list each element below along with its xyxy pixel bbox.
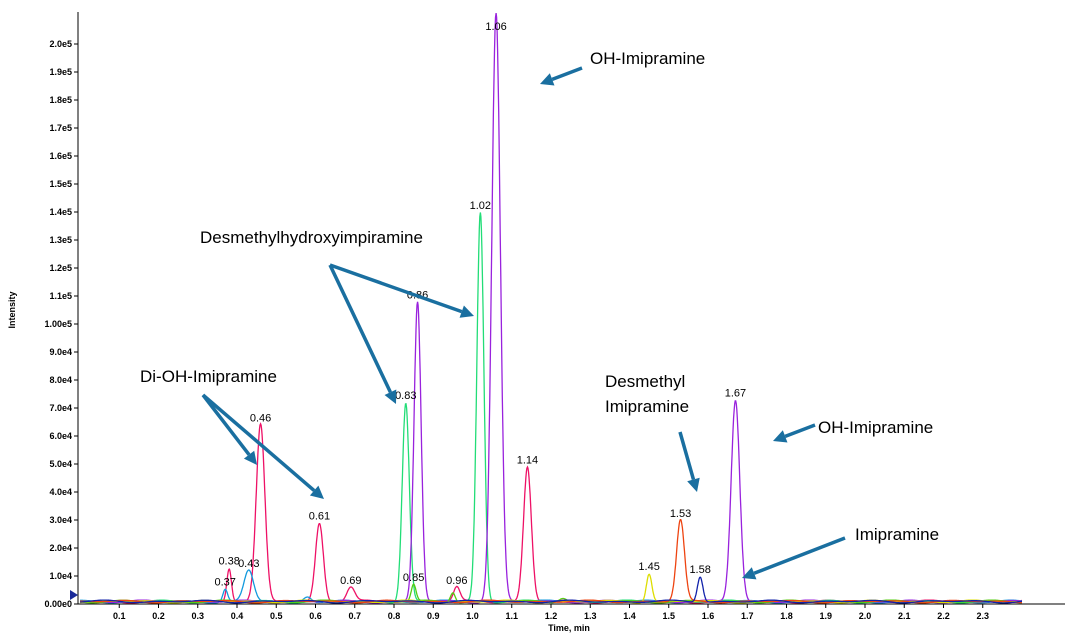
x-tick-label: 2.1: [898, 611, 911, 621]
peak-label-0.43: 0.43: [238, 558, 259, 570]
y-tick-label: 2.0e4: [49, 543, 72, 553]
annotation-arrows: [201, 66, 846, 580]
peak-label-0.37: 0.37: [215, 576, 236, 588]
x-tick-label: 0.6: [309, 611, 322, 621]
y-tick-label: 8.0e4: [49, 375, 72, 385]
peak-label-1.58: 1.58: [689, 564, 710, 576]
chromatogram-traces: [79, 13, 1023, 604]
annotation-desmethyl: Desmethyl: [605, 372, 685, 391]
y-tick-label: 1.9e5: [49, 67, 72, 77]
y-tick-label: 2.0e5: [49, 39, 72, 49]
peak-label-0.61: 0.61: [309, 511, 330, 523]
annotation-oh-imipramine-right: OH-Imipramine: [818, 418, 933, 437]
y-tick-label: 5.0e4: [49, 459, 72, 469]
peak-label-0.83: 0.83: [395, 390, 416, 402]
annotation-oh-imipramine-top: OH-Imipramine: [590, 49, 705, 68]
trace-series-8: [80, 576, 1022, 604]
x-tick-label: 0.8: [388, 611, 401, 621]
y-axis-title: Intensity: [7, 291, 17, 328]
peak-label-1.02: 1.02: [470, 200, 491, 212]
x-tick-label: 0.2: [152, 611, 165, 621]
peak-label-0.46: 0.46: [250, 413, 271, 425]
x-tick-label: 1.6: [702, 611, 715, 621]
peak-label-0.38: 0.38: [218, 555, 239, 567]
y-tick-label: 1.1e5: [49, 291, 72, 301]
annotation-di-oh-imipramine: Di-OH-Imipramine: [140, 367, 277, 386]
y-tick-label: 0.00e0: [44, 599, 72, 609]
arrow-oh-imipramine-right: [773, 423, 816, 443]
trace-series-3: [79, 212, 1022, 604]
annotation-desmethylhydroxyimpiramine: Desmethylhydroxyimpiramine: [200, 228, 423, 247]
peak-labels: 0.38 0.46 0.61 0.69 0.96 1.14 0.370.43 0.83 1.02…: [215, 21, 747, 588]
peak-label-0.85: 0.85: [403, 572, 424, 584]
y-tick-label: 1.00e5: [44, 319, 72, 329]
x-tick-label: 2.2: [937, 611, 950, 621]
peak-label-1.53: 1.53: [670, 508, 691, 520]
x-axis-ticks: 0.1 0.2 0.3 0.4 0.5 0.6 0.7 0.8 0.9 1.0 1.1 1.2 1.3 1…: [113, 604, 989, 621]
y-tick-label: 1.3e5: [49, 235, 72, 245]
x-tick-label: 1.5: [662, 611, 675, 621]
y-tick-label: 1.6e5: [49, 151, 72, 161]
x-axis-title: Time, min: [548, 623, 590, 633]
x-tick-label: 0.9: [427, 611, 440, 621]
peak-label-1.14: 1.14: [517, 455, 538, 467]
annotation-desmethyl-imipramine-second-line: Imipramine: [605, 397, 689, 416]
y-tick-label: 1.4e5: [49, 207, 72, 217]
x-tick-label: 1.8: [780, 611, 793, 621]
arrow-desmethylhydroxy-to-086: [329, 263, 474, 318]
x-tick-label: 1.2: [545, 611, 558, 621]
x-tick-label: 0.4: [231, 611, 244, 621]
y-tick-label: 4.0e4: [49, 487, 72, 497]
y-axis-ticks: 0.00e0 1.0e4 2.0e4 3.0e4 4.0e4 5.0e4 6.0e4 7.0e…: [44, 39, 78, 609]
y-tick-label: 6.0e4: [49, 431, 72, 441]
peak-label-1.45: 1.45: [638, 561, 659, 573]
x-tick-label: 0.3: [191, 611, 204, 621]
trace-series-4: [79, 13, 1022, 604]
x-tick-label: 0.1: [113, 611, 126, 621]
x-tick-label: 1.4: [623, 611, 636, 621]
arrow-desmethylhydroxy-to-083: [328, 264, 397, 404]
arrow-desmethyl-imipramine: [678, 431, 700, 492]
x-tick-label: 1.0: [466, 611, 479, 621]
arrow-di-oh-to-046: [201, 393, 257, 465]
y-tick-label: 1.8e5: [49, 95, 72, 105]
y-tick-label: 3.0e4: [49, 515, 72, 525]
peak-label-1.67: 1.67: [725, 387, 746, 399]
x-tick-label: 2.0: [859, 611, 872, 621]
y-tick-label: 1.5e5: [49, 179, 72, 189]
x-tick-label: 0.7: [348, 611, 361, 621]
peak-label-0.96: 0.96: [446, 575, 467, 587]
y-tick-label: 1.2e5: [49, 263, 72, 273]
x-tick-label: 1.3: [584, 611, 597, 621]
x-tick-label: 1.7: [741, 611, 754, 621]
y-tick-label: 1.7e5: [49, 123, 72, 133]
arrow-di-oh-to-061: [201, 393, 324, 499]
annotation-imipramine: Imipramine: [855, 525, 939, 544]
x-tick-label: 2.3: [976, 611, 989, 621]
x-tick-label: 1.9: [819, 611, 832, 621]
peak-label-1.06: 1.06: [485, 21, 506, 33]
peak-label-0.69: 0.69: [340, 575, 361, 587]
y-tick-label: 7.0e4: [49, 403, 72, 413]
y-tick-label: 9.0e4: [49, 347, 72, 357]
arrow-imipramine: [742, 536, 846, 580]
x-tick-label: 1.1: [505, 611, 518, 621]
arrow-oh-imipramine-top: [540, 66, 583, 86]
x-tick-label: 0.5: [270, 611, 283, 621]
baseline-marker-icon: [70, 590, 78, 600]
y-tick-label: 1.0e4: [49, 571, 72, 581]
